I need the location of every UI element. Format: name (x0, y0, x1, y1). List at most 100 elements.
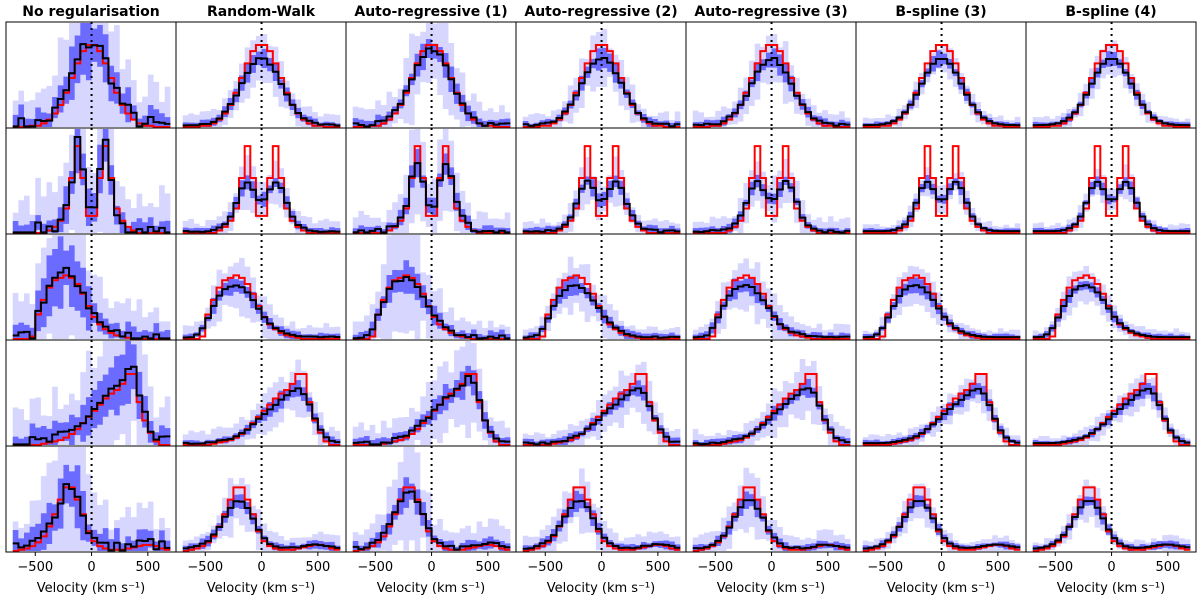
band-2sigma (182, 33, 341, 128)
median-step-line (12, 43, 171, 128)
truth-step-line (1032, 44, 1191, 128)
band-1sigma (522, 380, 681, 445)
panel-content (862, 22, 1021, 128)
panel-r3-c3 (515, 339, 687, 447)
median-step-line (1032, 387, 1191, 445)
x-tick-label: 0 (427, 560, 435, 575)
x-tick-label: 0 (257, 560, 265, 575)
x-axis-label: Velocity (km s⁻¹) (717, 581, 825, 596)
x-tick-label: 0 (937, 560, 945, 575)
panel-r0-c1 (175, 21, 347, 129)
panel-r2-c3 (515, 233, 687, 341)
truth-step-line (1032, 145, 1191, 234)
truth-step-line (522, 145, 681, 234)
band-1sigma (352, 477, 511, 551)
median-step-line (862, 284, 1021, 339)
x-tick-label: 500 (135, 560, 160, 575)
panel-content (12, 128, 171, 234)
band-2sigma (1032, 40, 1191, 127)
panel-content (352, 128, 511, 234)
truth-step-line (12, 486, 171, 552)
panel-content (12, 234, 171, 340)
panel-content (692, 128, 851, 234)
panel-content (1032, 340, 1191, 446)
panel-content (522, 234, 681, 340)
band-2sigma (352, 235, 511, 339)
band-1sigma (352, 38, 511, 127)
band-1sigma (522, 175, 681, 233)
panel-content (692, 234, 851, 340)
median-step-line (1032, 284, 1191, 339)
panel-content (12, 446, 171, 552)
panel-r2-c5 (855, 233, 1027, 341)
panel-r4-c5 (855, 445, 1027, 553)
x-axis-label: Velocity (km s⁻¹) (377, 581, 485, 596)
panel-content (182, 340, 341, 446)
panel-r3-c4 (685, 339, 857, 447)
truth-step-line (182, 44, 341, 128)
panel-r4-c1 (175, 445, 347, 553)
band-1sigma (352, 365, 511, 445)
panel-r0-c4 (685, 21, 857, 129)
band-1sigma (12, 464, 171, 551)
panel-content (522, 446, 681, 552)
column-title-2: Auto-regressive (1) (354, 4, 507, 20)
x-tick-label: −500 (17, 560, 53, 575)
x-tick-label: 500 (985, 560, 1010, 575)
panel-r1-c3 (515, 127, 687, 235)
band-1sigma (862, 382, 1021, 445)
band-1sigma (182, 48, 341, 127)
band-1sigma (12, 236, 171, 339)
band-2sigma (352, 129, 511, 233)
truth-step-line (692, 44, 851, 128)
panel-r3-c2 (345, 339, 517, 447)
panel-r0-c3 (515, 21, 687, 129)
panel-r4-c0 (5, 445, 177, 553)
panel-r1-c4 (685, 127, 857, 235)
panel-content (862, 446, 1021, 552)
truth-step-line (692, 145, 851, 234)
panel-r4-c4 (685, 445, 857, 553)
x-tick-label: −500 (357, 560, 393, 575)
truth-step-line (862, 44, 1021, 128)
x-tick-label: 500 (645, 560, 670, 575)
panel-r0-c2 (345, 21, 517, 129)
x-tick-label: −500 (1037, 560, 1073, 575)
panel-content (862, 128, 1021, 234)
median-step-line (522, 179, 681, 234)
median-step-line (352, 275, 511, 340)
median-step-line (522, 500, 681, 550)
median-step-line (352, 490, 511, 551)
median-step-line (862, 500, 1021, 550)
x-tick-label: −500 (187, 560, 223, 575)
panel-content (182, 446, 341, 552)
panel-r0-c6 (1025, 21, 1197, 129)
panel-content (12, 340, 171, 446)
band-1sigma (182, 175, 341, 233)
median-step-line (352, 47, 511, 128)
band-2sigma (182, 257, 341, 339)
truth-step-line (12, 145, 171, 234)
panel-content (522, 340, 681, 446)
median-step-line (692, 387, 851, 446)
panel-r3-c5 (855, 339, 1027, 447)
x-axis-label: Velocity (km s⁻¹) (207, 581, 315, 596)
median-step-line (12, 266, 171, 340)
x-tick-label: 500 (815, 560, 840, 575)
band-2sigma (352, 341, 511, 445)
panel-content (862, 234, 1021, 340)
x-tick-label: 0 (597, 560, 605, 575)
panel-content (182, 22, 341, 128)
x-tick-label: −500 (527, 560, 563, 575)
panel-r1-c1 (175, 127, 347, 235)
band-1sigma (12, 23, 171, 127)
band-2sigma (12, 129, 171, 233)
band-2sigma (1032, 479, 1191, 551)
x-tick-label: 500 (305, 560, 330, 575)
panel-content (352, 22, 511, 128)
band-2sigma (692, 33, 851, 128)
panel-content (692, 22, 851, 128)
band-2sigma (862, 483, 1021, 551)
panel-r2-c4 (685, 233, 857, 341)
